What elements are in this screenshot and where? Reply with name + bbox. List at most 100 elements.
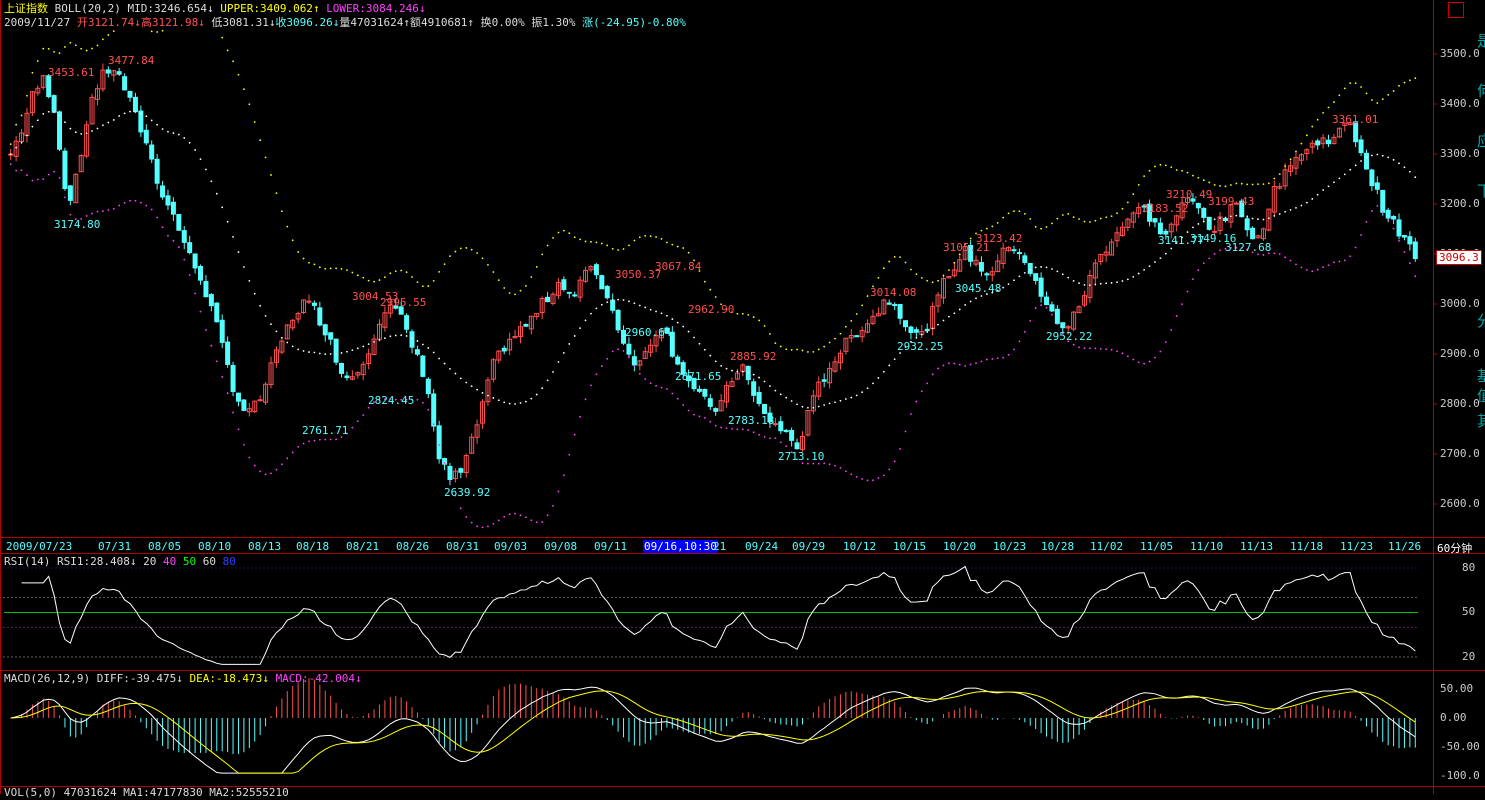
rsi-level-dot [439, 656, 441, 658]
rsi-level-dot [699, 626, 701, 628]
rsi-level-dot [467, 656, 469, 658]
rsi-level-dot [1079, 626, 1081, 628]
rsi-level-dot [315, 626, 317, 628]
rsi-level-dot [319, 656, 321, 658]
rsi-level-dot [799, 597, 801, 599]
boll-lower-dot [1273, 252, 1276, 255]
rsi-level-dot [235, 656, 237, 658]
price-tick: 2800.0 [1440, 397, 1480, 410]
rsi-level-dot [679, 656, 681, 658]
boll-upper-dot [1051, 222, 1053, 225]
rsi-level-dot [1327, 656, 1329, 658]
boll-upper-dot [1284, 165, 1287, 168]
candle-body [713, 408, 719, 412]
rsi-level-dot [1099, 656, 1101, 658]
candle-body [1298, 154, 1304, 161]
rsi-level-dot [103, 597, 105, 599]
rsi-level-dot [1167, 567, 1169, 569]
rsi-level-dot [935, 567, 937, 569]
rsi-level-dot [275, 656, 277, 658]
boll-lower-dot [1175, 315, 1178, 317]
rsi-level-dot [1003, 626, 1005, 628]
boll-mid-dot [416, 340, 419, 342]
rsi-level-dot [871, 567, 873, 569]
rsi-level-dot [591, 597, 593, 599]
boll-lower-dot [1192, 278, 1194, 280]
boll-lower-dot [275, 468, 278, 471]
rsi-level-50: 50 [182, 555, 197, 568]
boll-lower-dot [1061, 332, 1064, 335]
rsi-level-dot [651, 597, 653, 599]
rsi-level-dot [103, 626, 105, 628]
boll-upper-dot [964, 242, 967, 245]
rsi-level-dot [587, 597, 589, 599]
rsi-level-dot [1219, 656, 1221, 658]
boll-upper-dot [221, 36, 224, 39]
rsi-level-dot [1383, 597, 1385, 599]
rsi-level-dot [1023, 567, 1025, 569]
rsi-level-dot [583, 567, 585, 569]
boll-lower-dot [1181, 303, 1183, 306]
candle-body [1033, 273, 1039, 281]
candle-body [1271, 185, 1277, 213]
boll-upper-dot [1354, 82, 1357, 84]
rsi-level-dot [1259, 626, 1261, 628]
rsi-level-dot [663, 626, 665, 628]
rsi-level-dot [555, 656, 557, 658]
low-price-label: 2783.18 [728, 414, 775, 427]
rsi-level-dot [131, 597, 133, 599]
boll-upper-dot [1126, 201, 1129, 204]
rsi-level-dot [1135, 597, 1137, 599]
candle-body [724, 385, 730, 403]
boll-mid-dot [313, 351, 316, 354]
rsi-level-dot [759, 626, 761, 628]
rsi-name[interactable]: RSI(14) [4, 555, 51, 568]
rsi-level-dot [1331, 567, 1333, 569]
boll-lower-dot [1051, 313, 1053, 316]
boll-mid-dot [177, 133, 180, 136]
boll-upper-dot [1257, 183, 1259, 186]
boll-lower-dot [1137, 361, 1140, 364]
rsi-level-dot [415, 597, 417, 599]
rsi-level-dot [95, 597, 97, 599]
rsi-level-dot [935, 597, 937, 599]
boll-lower-dot [1284, 256, 1287, 259]
rsi-level-dot [27, 567, 29, 569]
boll-lower-dot [872, 479, 874, 482]
index-name[interactable]: 上证指数 [4, 2, 48, 15]
rsi-level-dot [283, 567, 285, 569]
rsi-level-dot [971, 626, 973, 628]
period-label[interactable]: 60分钟 [1437, 542, 1473, 555]
boll-mid-dot [573, 335, 576, 337]
rsi-level-dot [1019, 597, 1021, 599]
rsi-level-dot [1115, 567, 1117, 569]
boll-lower-dot [752, 431, 755, 434]
boll-upper-dot [682, 247, 685, 249]
macd-name[interactable]: MACD(26,12,9) [4, 672, 91, 685]
rsi-level-dot [399, 597, 401, 599]
rsi-level-dot [127, 656, 129, 658]
boll-upper-dot [302, 257, 305, 260]
rsi-level-dot [707, 656, 709, 658]
window-control-box[interactable] [1448, 2, 1464, 18]
boll-mid-dot [1381, 154, 1384, 157]
rsi-level-dot [95, 656, 97, 658]
candle-body [778, 421, 784, 432]
rsi-level-dot [47, 567, 49, 569]
rsi-level-dot [1315, 567, 1317, 569]
boll-upper-dot [373, 280, 375, 283]
boll-lower-dot [237, 428, 240, 431]
boll-upper-dot [459, 247, 462, 250]
rsi-level-dot [907, 567, 909, 569]
rsi-level-dot [279, 656, 281, 658]
candle-body [62, 150, 68, 190]
rsi-level-dot [199, 567, 201, 569]
boll-upper-dot [985, 227, 988, 230]
rsi-level-dot [479, 656, 481, 658]
boll-upper-dot [720, 303, 723, 306]
boll-upper-dot [1056, 217, 1059, 220]
rsi-level-dot [371, 626, 373, 628]
rsi-level-dot [711, 656, 713, 658]
boll-lower-dot [150, 208, 153, 211]
